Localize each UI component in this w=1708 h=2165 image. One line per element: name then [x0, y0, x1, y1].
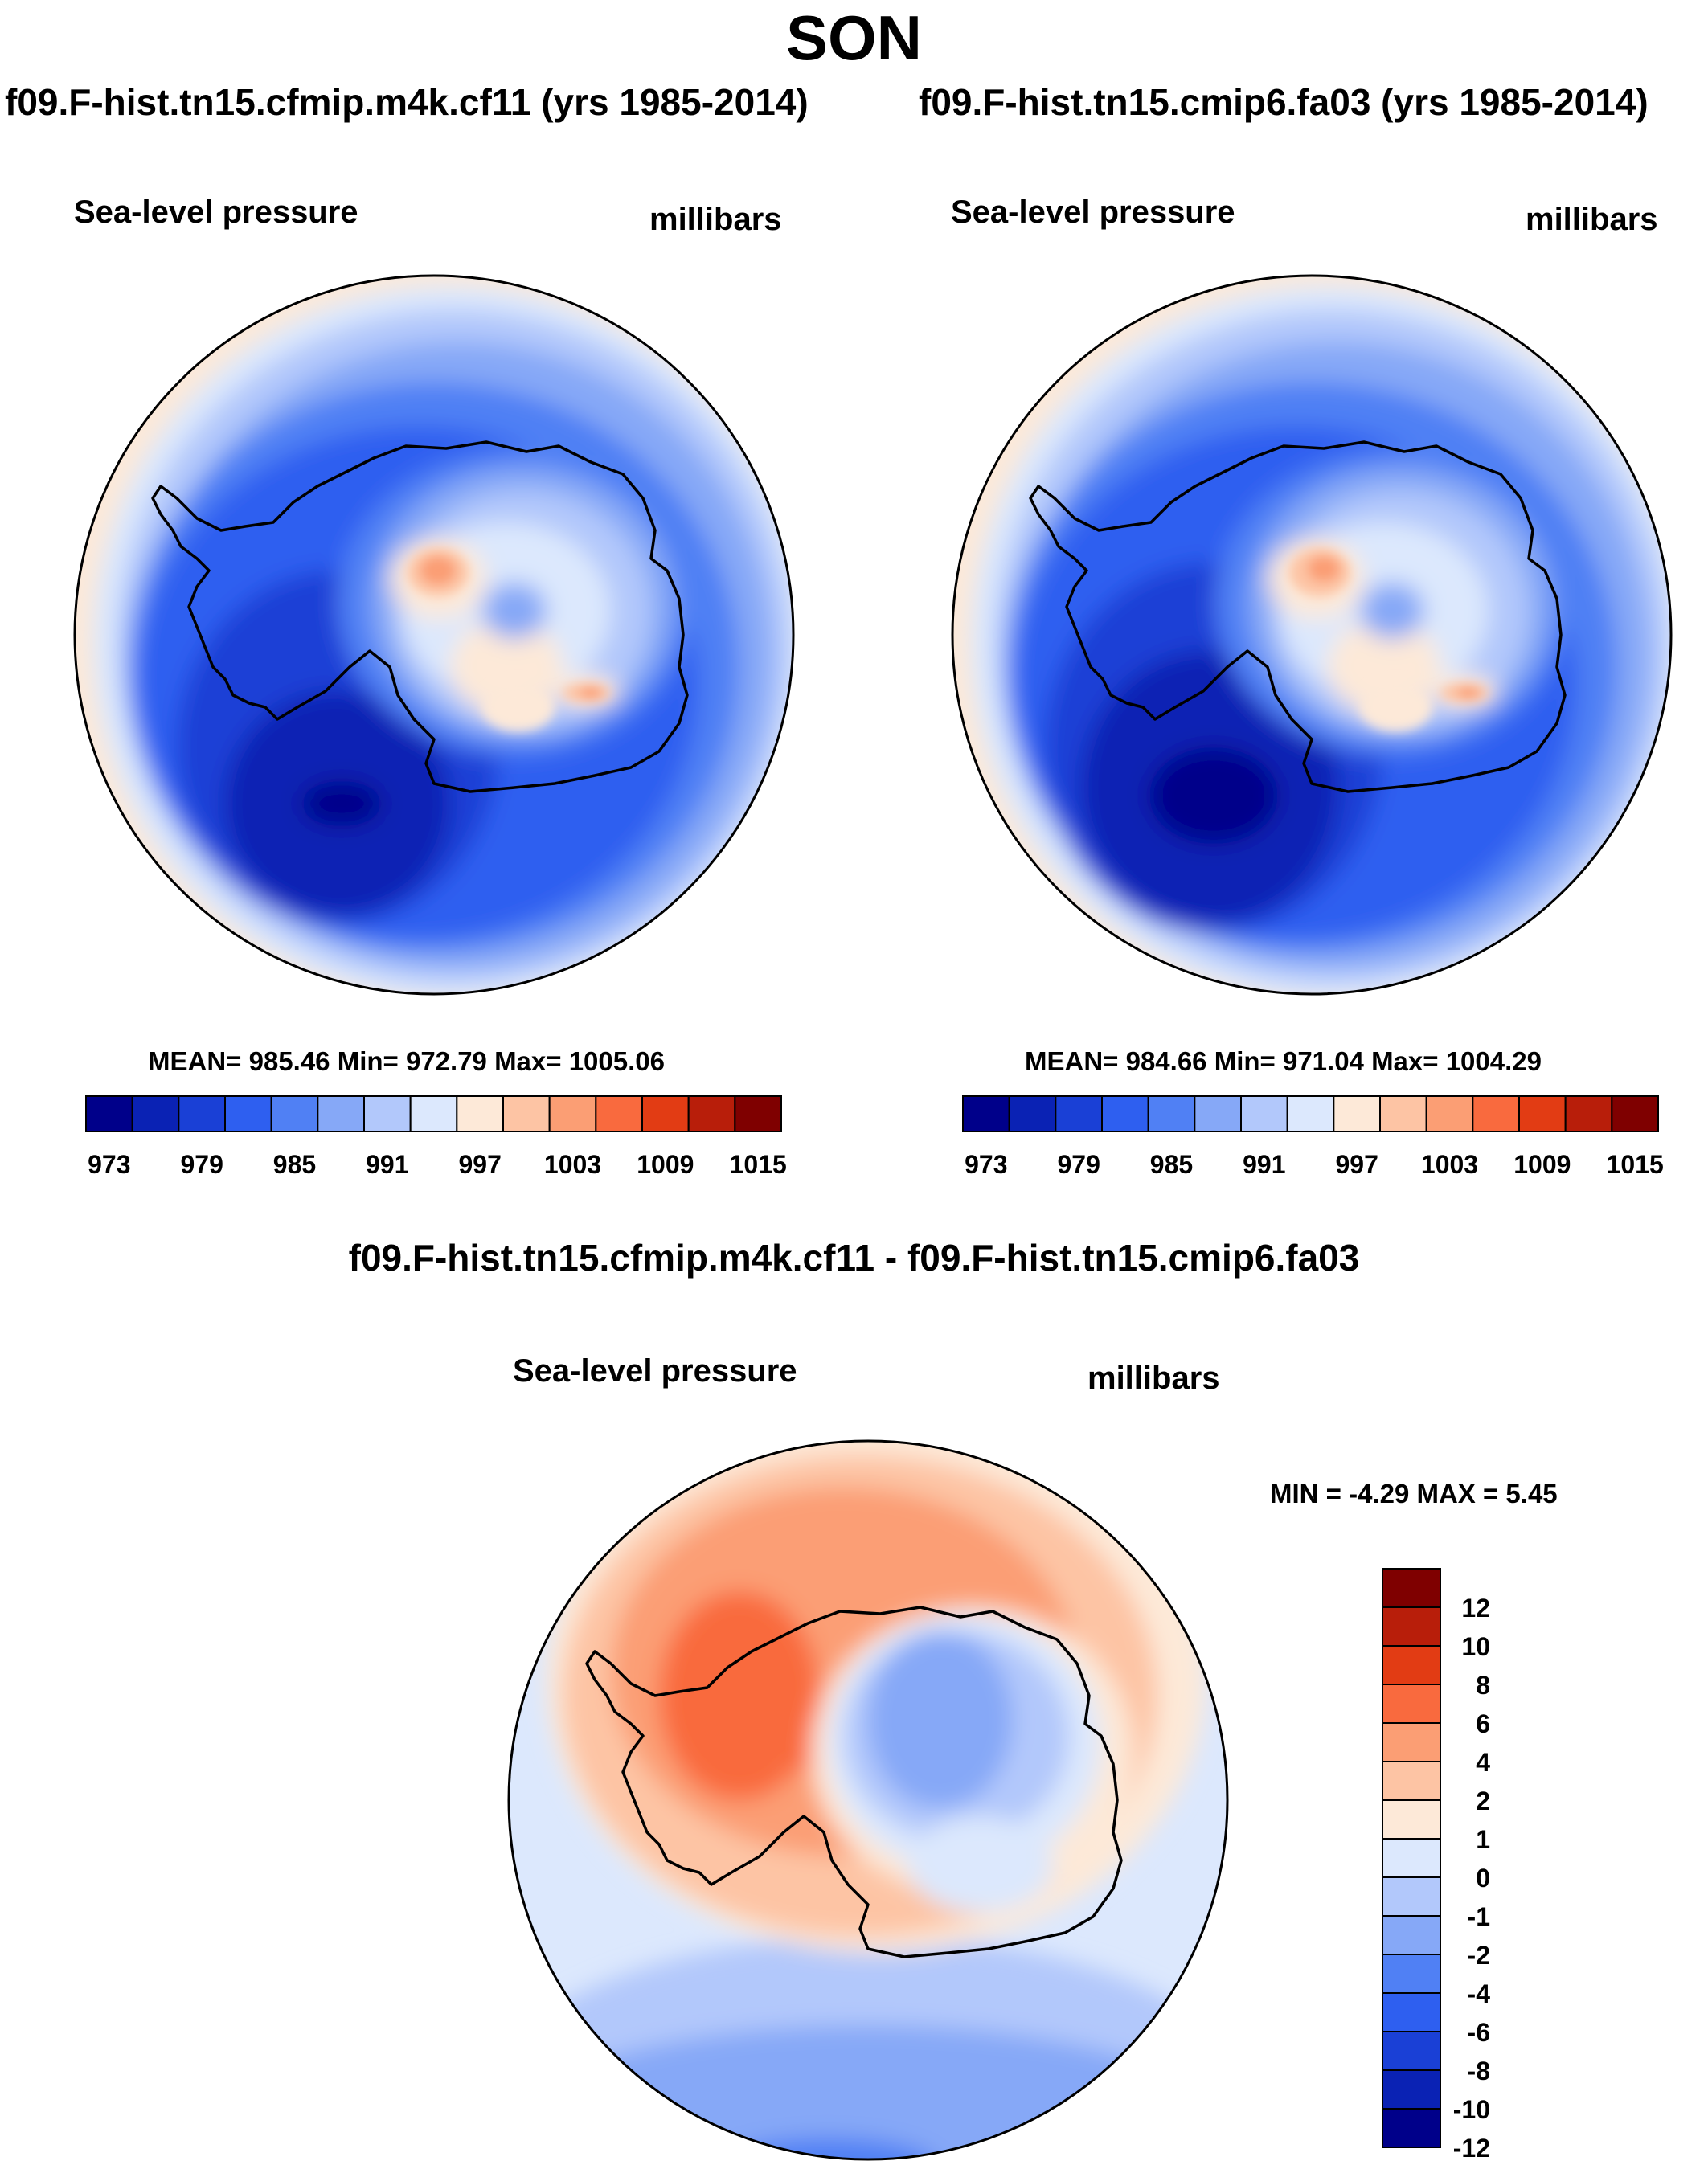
stats-left: MEAN= 985.46 Min= 972.79 Max= 1005.06 — [148, 1046, 665, 1076]
colorbar-box — [1382, 1838, 1441, 1878]
colorbar-box — [85, 1095, 133, 1132]
colorbar-box — [1382, 1954, 1441, 1994]
colorbar-box — [1240, 1095, 1288, 1132]
colorbar-box — [1425, 1095, 1474, 1132]
colorbar-right: 973 979 985 991 997 1003 1009 1015 — [962, 1095, 1664, 1179]
colorbar-tick-label: 991 — [366, 1150, 408, 1179]
colorbar-left: 973 979 985 991 997 1003 1009 1015 — [85, 1095, 787, 1179]
colorbar-box — [1611, 1095, 1660, 1132]
colorbar-box — [641, 1095, 690, 1132]
map-right — [951, 274, 1673, 996]
colorbar-box — [1055, 1095, 1104, 1132]
colorbar-tick-label: 973 — [965, 1150, 1007, 1179]
colorbar-tick-label: -1 — [1468, 1902, 1490, 1931]
colorbar-tick-label: 1015 — [1607, 1150, 1664, 1179]
colorbar-box — [1382, 1606, 1441, 1647]
colorbar-box — [1564, 1095, 1613, 1132]
map-difference — [507, 1439, 1229, 2161]
colorbar-box — [1382, 1722, 1441, 1762]
map-left — [73, 274, 795, 996]
colorbar-box — [178, 1095, 226, 1132]
colorbar-tick-label: 1 — [1476, 1825, 1490, 1854]
colorbar-tick-label: 979 — [1057, 1150, 1100, 1179]
colorbar-box — [1382, 2031, 1441, 2071]
colorbar-tick-label: 1003 — [1421, 1150, 1478, 1179]
colorbar-tick-label: 991 — [1243, 1150, 1285, 1179]
colorbar-box — [1382, 1761, 1441, 1801]
colorbar-box — [270, 1095, 319, 1132]
colorbar-box — [1382, 1799, 1441, 1840]
colorbar-tick-label: -2 — [1468, 1941, 1490, 1970]
variable-label-right: Sea-level pressure — [951, 194, 1235, 230]
colorbar-tick-label: 997 — [1335, 1150, 1378, 1179]
colorbar-box — [1382, 2069, 1441, 2110]
difference-title: f09.F-hist.tn15.cfmip.m4k.cf11 - f09.F-h… — [348, 1237, 1360, 1279]
colorbar-box — [962, 1095, 1010, 1132]
diff-minmax: MIN = -4.29 MAX = 5.45 — [1270, 1479, 1558, 1508]
case-title-left: f09.F-hist.tn15.cfmip.m4k.cf11 (yrs 1985… — [5, 81, 809, 123]
colorbar-box — [1472, 1095, 1521, 1132]
colorbar-tick-label: 1009 — [1513, 1150, 1571, 1179]
colorbar-tick-label: 979 — [180, 1150, 223, 1179]
colorbar-box — [1008, 1095, 1057, 1132]
colorbar-tick-label: 1009 — [637, 1150, 694, 1179]
colorbar-box — [1382, 1684, 1441, 1724]
colorbar-box — [224, 1095, 272, 1132]
colorbar-tick-label: 1015 — [730, 1150, 787, 1179]
colorbar-box — [1333, 1095, 1382, 1132]
case-title-right: f09.F-hist.tn15.cmip6.fa03 (yrs 1985-201… — [919, 81, 1649, 123]
colorbar-box — [131, 1095, 180, 1132]
colorbar-tick-label: 6 — [1476, 1709, 1490, 1738]
colorbar-tick-label: -12 — [1453, 2134, 1490, 2163]
colorbar-box — [1382, 1568, 1441, 1608]
stats-right: MEAN= 984.66 Min= 971.04 Max= 1004.29 — [1025, 1046, 1542, 1076]
colorbar-tick-label: 985 — [273, 1150, 316, 1179]
colorbar-box — [409, 1095, 458, 1132]
colorbar-box — [1382, 1876, 1441, 1917]
colorbar-box — [1382, 1915, 1441, 1955]
colorbar-tick-label: -4 — [1468, 1979, 1491, 2008]
colorbar-box — [548, 1095, 597, 1132]
colorbar-box — [687, 1095, 736, 1132]
colorbar-tick-label: 10 — [1461, 1632, 1490, 1661]
colorbar-tick-label: 8 — [1476, 1671, 1490, 1700]
colorbar-box — [595, 1095, 643, 1132]
colorbar-box — [1382, 2108, 1441, 2148]
colorbar-box — [1101, 1095, 1149, 1132]
colorbar-tick-label: -10 — [1453, 2095, 1490, 2124]
colorbar-box — [1147, 1095, 1196, 1132]
colorbar-tick-label: 4 — [1476, 1748, 1490, 1777]
colorbar-tick-label: -8 — [1468, 2057, 1490, 2085]
colorbar-box — [456, 1095, 504, 1132]
colorbar-tick-label: 1003 — [544, 1150, 601, 1179]
colorbar-tick-label: 985 — [1150, 1150, 1193, 1179]
colorbar-box — [734, 1095, 782, 1132]
colorbar-box — [1382, 1992, 1441, 2032]
colorbar-box — [317, 1095, 366, 1132]
variable-label-left: Sea-level pressure — [74, 194, 358, 230]
colorbar-tick-label: 973 — [88, 1150, 130, 1179]
colorbar-box — [1194, 1095, 1243, 1132]
colorbar-box — [1286, 1095, 1335, 1132]
units-label-right: millibars — [1526, 202, 1658, 237]
colorbar-box — [502, 1095, 551, 1132]
colorbar-tick-label: -6 — [1468, 2018, 1490, 2047]
colorbar-box — [1382, 1645, 1441, 1685]
season-title: SON — [785, 2, 923, 73]
colorbar-box — [363, 1095, 412, 1132]
colorbar-tick-label: 12 — [1461, 1594, 1490, 1623]
colorbar-tick-label: 997 — [458, 1150, 501, 1179]
variable-label-diff: Sea-level pressure — [513, 1353, 797, 1389]
units-label-diff: millibars — [1087, 1361, 1220, 1396]
colorbar-box — [1518, 1095, 1567, 1132]
units-label-left: millibars — [649, 202, 782, 237]
colorbar-tick-label: 0 — [1476, 1864, 1490, 1893]
colorbar-tick-label: 2 — [1476, 1786, 1490, 1815]
colorbar-box — [1379, 1095, 1427, 1132]
